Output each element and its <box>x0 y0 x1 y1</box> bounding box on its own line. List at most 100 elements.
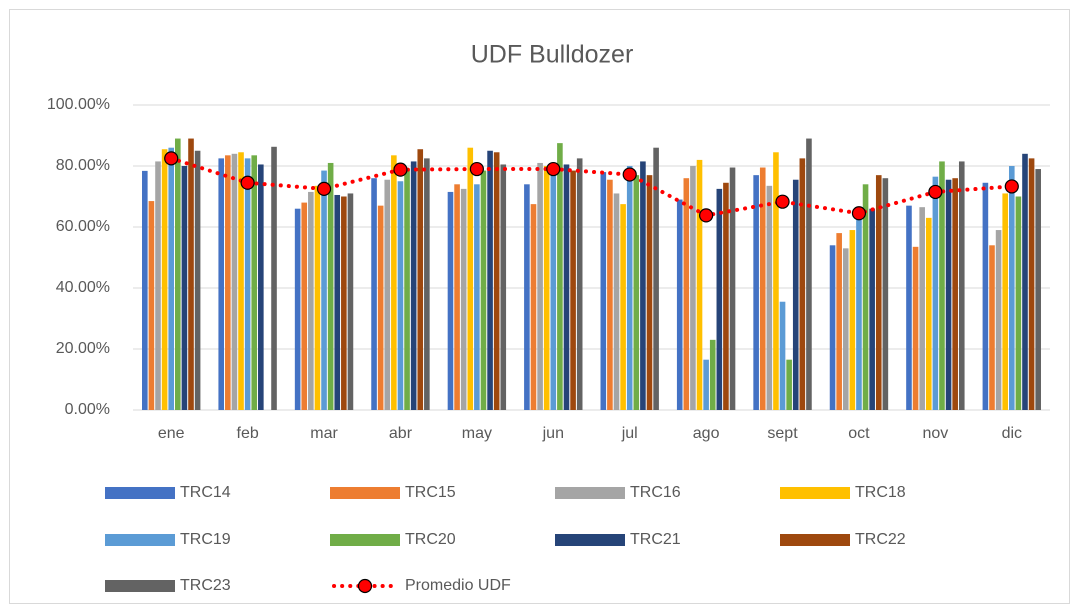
bar <box>958 161 965 410</box>
bar <box>244 158 251 410</box>
bar <box>995 230 1002 410</box>
bar <box>271 146 277 410</box>
line-marker <box>469 161 484 177</box>
bar <box>646 175 653 410</box>
bar <box>600 172 607 410</box>
y-tick-label: 20.00% <box>56 340 110 357</box>
legend-swatch <box>105 487 175 499</box>
legend-swatch <box>105 580 175 592</box>
legend-label: Promedio UDF <box>405 577 511 594</box>
bar <box>543 166 550 410</box>
y-tick-label: 80.00% <box>56 157 110 174</box>
line-marker <box>164 151 179 166</box>
bar <box>683 178 690 410</box>
bar <box>716 188 723 410</box>
bar <box>759 167 766 410</box>
bar <box>906 205 912 410</box>
bar <box>231 153 238 411</box>
bar <box>829 245 836 410</box>
x-tick-label: nov <box>922 425 948 442</box>
line-marker <box>546 161 561 177</box>
bar <box>849 230 856 410</box>
legend-swatch <box>780 487 850 499</box>
bar <box>836 233 842 410</box>
bar <box>703 359 709 410</box>
bar <box>155 161 161 410</box>
legend-swatch <box>780 534 850 546</box>
bar <box>570 170 576 410</box>
legend-label: TRC18 <box>855 484 906 501</box>
bar <box>530 204 537 410</box>
x-tick-label: dic <box>1002 425 1022 442</box>
bar <box>792 179 799 410</box>
legend-label: TRC19 <box>180 531 231 548</box>
bar <box>467 147 474 410</box>
bar <box>779 301 786 410</box>
bar <box>341 196 347 410</box>
x-tick-label: jul <box>621 425 638 442</box>
bar <box>653 147 659 410</box>
bar <box>500 164 507 410</box>
bar <box>168 147 175 410</box>
y-tick-label: 60.00% <box>56 218 110 235</box>
bar <box>869 208 875 410</box>
bar <box>576 158 583 410</box>
bar <box>875 175 882 410</box>
bar <box>939 161 945 410</box>
bar <box>384 179 391 410</box>
bar <box>251 155 258 410</box>
bar <box>773 152 779 410</box>
bar <box>447 191 454 410</box>
bar <box>391 155 397 410</box>
bar <box>613 193 620 410</box>
bar <box>1035 169 1041 410</box>
legend-swatch <box>555 534 625 546</box>
line <box>169 156 1014 218</box>
legend-swatch <box>105 534 175 546</box>
x-tick-label: jun <box>542 425 564 442</box>
bar <box>945 179 952 410</box>
bar <box>175 138 181 411</box>
line-marker <box>393 162 408 177</box>
legend-swatch <box>330 487 400 499</box>
bar <box>633 175 640 410</box>
legend-label: TRC20 <box>405 531 456 548</box>
bar <box>862 184 869 410</box>
bar <box>397 181 404 410</box>
x-tick-label: oct <box>848 425 870 442</box>
bar <box>620 204 626 410</box>
x-tick-label: abr <box>389 425 413 442</box>
bar <box>925 217 932 410</box>
bar <box>882 178 889 410</box>
y-tick-label: 100.00% <box>47 96 110 113</box>
bar <box>1015 196 1022 410</box>
bar <box>148 201 155 410</box>
bar <box>919 207 925 410</box>
chart-title: UDF Bulldozer <box>471 41 634 69</box>
y-tick-label: 0.00% <box>65 401 110 418</box>
bar <box>487 150 493 410</box>
bar <box>729 167 736 410</box>
bar <box>474 184 480 410</box>
bar <box>753 175 759 410</box>
x-tick-label: sept <box>767 425 798 442</box>
legend-label: TRC22 <box>855 531 906 548</box>
bar <box>161 149 168 410</box>
x-tick-label: may <box>462 425 492 442</box>
x-tick-label: feb <box>237 425 259 442</box>
bar <box>989 245 995 410</box>
bar <box>912 246 919 410</box>
bar <box>690 166 696 410</box>
bar <box>454 184 460 410</box>
bar <box>982 182 989 410</box>
legend-label: TRC14 <box>180 484 231 501</box>
bar <box>524 184 530 410</box>
bar <box>347 193 354 410</box>
line-marker <box>622 167 637 182</box>
bar <box>1028 158 1035 410</box>
bar <box>952 178 958 410</box>
bar <box>327 162 334 410</box>
bar <box>537 162 543 410</box>
line-marker <box>851 206 867 221</box>
